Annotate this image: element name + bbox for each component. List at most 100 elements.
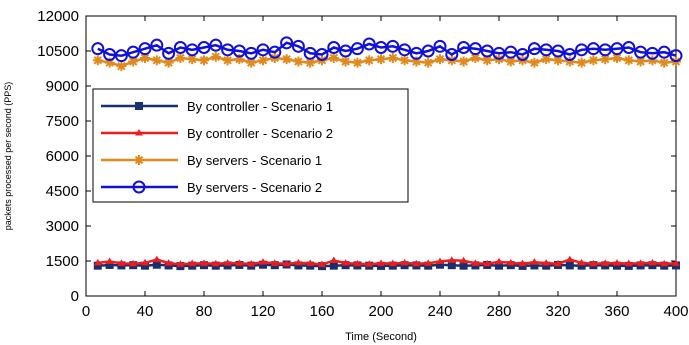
data-point <box>409 46 423 60</box>
data-point <box>386 39 400 53</box>
data-point <box>247 260 256 267</box>
data-point <box>353 259 362 267</box>
legend-marker <box>134 155 144 165</box>
data-point <box>210 51 221 62</box>
data-point <box>433 39 447 53</box>
data-point <box>173 41 187 54</box>
data-point <box>412 259 421 267</box>
data-point <box>542 259 551 266</box>
data-point <box>362 37 376 51</box>
data-point <box>483 259 492 267</box>
legend-label: By servers - Scenario 2 <box>187 180 322 195</box>
data-point <box>282 259 291 267</box>
data-point <box>576 57 587 68</box>
data-point <box>352 57 363 68</box>
y-tick-label: 6000 <box>46 148 79 165</box>
data-point <box>672 259 680 266</box>
data-point <box>129 259 138 267</box>
data-point <box>199 55 209 66</box>
data-point <box>93 258 102 266</box>
data-point <box>648 258 657 266</box>
data-point <box>445 48 459 61</box>
x-tick-label: 160 <box>309 303 334 320</box>
data-point <box>399 55 410 66</box>
data-point <box>458 56 469 67</box>
data-point <box>318 260 326 267</box>
data-point <box>577 258 586 266</box>
data-point <box>209 38 223 52</box>
x-tick-label: 0 <box>82 303 90 320</box>
data-point <box>495 257 503 265</box>
data-point <box>188 259 197 267</box>
data-point <box>388 259 397 267</box>
x-axis-label: Time (Second) <box>345 331 417 343</box>
x-tick-label: 360 <box>604 303 629 320</box>
data-point <box>553 55 563 66</box>
data-point <box>327 41 341 54</box>
data-point <box>657 45 671 59</box>
data-point <box>270 259 279 266</box>
data-point <box>185 43 199 57</box>
data-point <box>152 260 161 269</box>
data-point <box>518 259 527 267</box>
x-tick-label: 280 <box>486 303 511 320</box>
legend-item-2: By controller - Scenario 2 <box>101 126 333 141</box>
data-point <box>306 259 315 266</box>
data-point <box>588 55 599 66</box>
y-tick-label: 12000 <box>37 8 79 25</box>
data-point <box>126 45 140 59</box>
data-point <box>516 48 530 61</box>
data-point <box>329 256 338 264</box>
data-point <box>293 56 304 67</box>
data-point <box>563 48 577 61</box>
data-point <box>340 56 351 67</box>
data-point <box>398 43 412 57</box>
x-tick-label: 400 <box>663 303 688 320</box>
data-point <box>636 259 645 266</box>
data-point <box>211 259 220 267</box>
data-point <box>164 259 173 266</box>
data-point <box>162 46 176 60</box>
data-point <box>151 55 162 66</box>
data-point <box>223 259 232 266</box>
data-point <box>341 259 350 266</box>
data-point <box>659 57 670 68</box>
data-point <box>114 49 128 63</box>
data-point <box>152 255 161 263</box>
data-point <box>459 256 468 264</box>
data-point <box>506 258 515 266</box>
data-point <box>105 257 114 264</box>
y-tick-label: 0 <box>71 288 79 305</box>
series-layer <box>91 36 683 271</box>
data-point <box>421 44 435 58</box>
data-point <box>529 57 540 68</box>
data-point <box>468 42 482 56</box>
data-point <box>141 258 149 266</box>
data-point <box>435 54 445 65</box>
data-point <box>117 259 126 266</box>
series-4 <box>91 36 683 63</box>
y-axis: 0 1500 3000 4500 6000 7500 9000 10500 12000 <box>37 8 676 305</box>
y-tick-label: 4500 <box>46 183 79 200</box>
data-point <box>329 261 338 270</box>
data-point <box>294 258 303 266</box>
data-point <box>554 259 562 267</box>
data-point <box>328 53 339 63</box>
legend-label: By controller - Scenario 2 <box>187 126 333 141</box>
data-point <box>480 44 494 58</box>
data-point <box>364 55 375 66</box>
y-tick-label: 3000 <box>46 218 79 235</box>
y-tick-label: 7500 <box>46 113 79 130</box>
data-point <box>268 45 282 59</box>
data-point <box>281 54 292 65</box>
data-point <box>377 259 385 266</box>
data-point <box>601 259 610 266</box>
legend-marker <box>135 129 143 136</box>
data-point <box>200 259 208 266</box>
y-tick-label: 9000 <box>46 78 79 95</box>
x-tick-label: 320 <box>545 303 570 320</box>
data-point <box>660 259 669 267</box>
data-point <box>565 255 574 263</box>
legend-item-3: By servers - Scenario 1 <box>101 153 322 168</box>
data-point <box>315 48 329 61</box>
